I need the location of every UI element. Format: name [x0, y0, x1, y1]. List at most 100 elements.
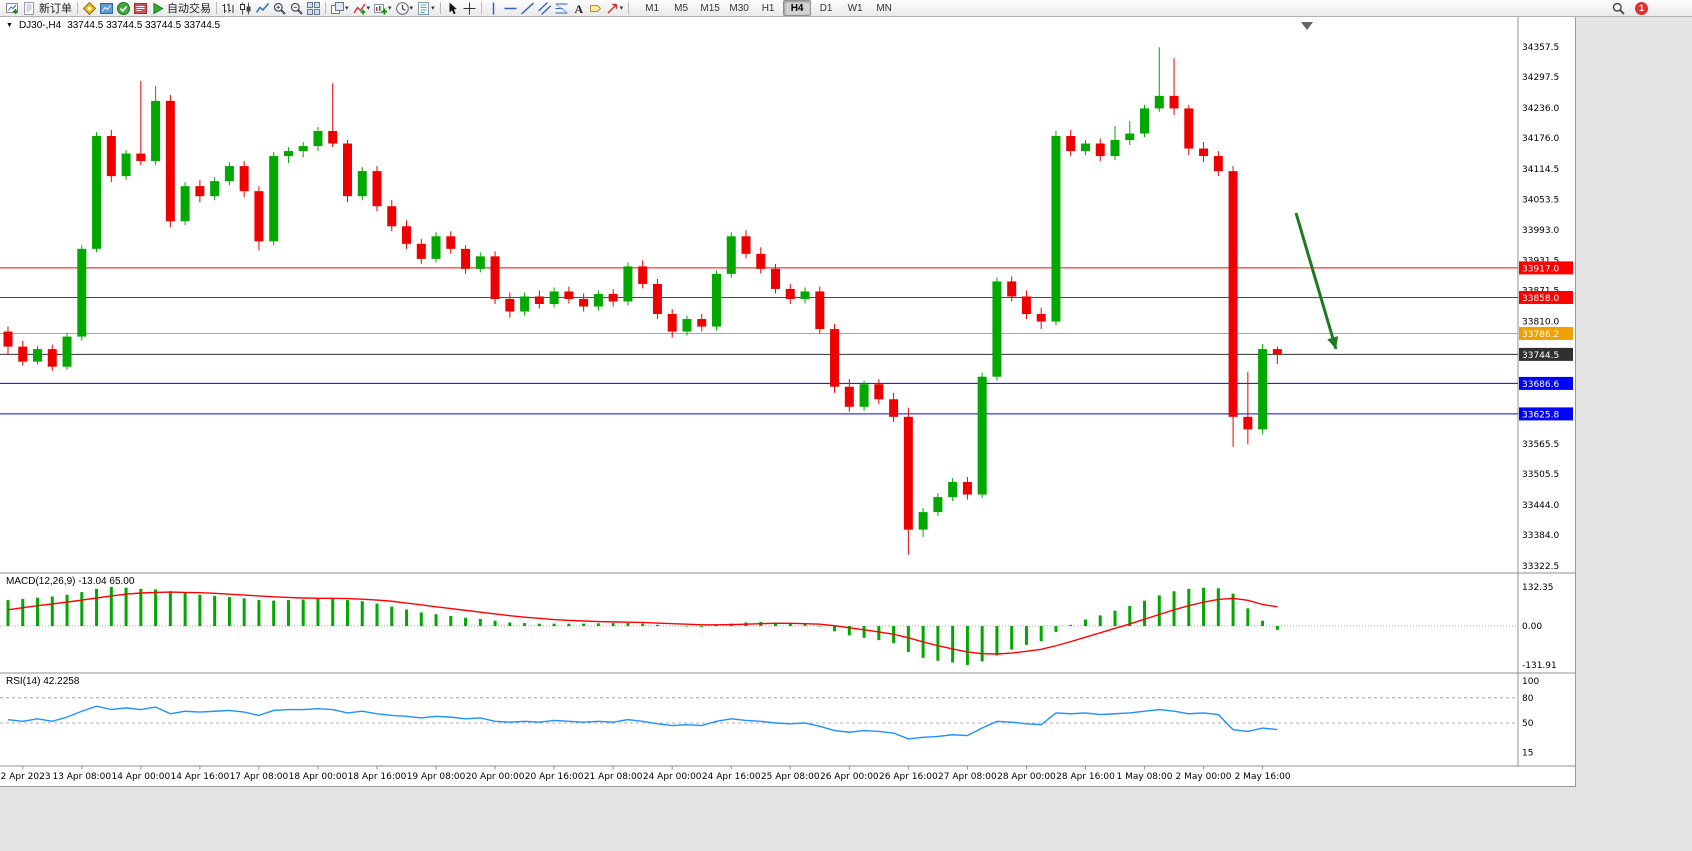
chevron-down-icon: ▾ — [366, 5, 371, 12]
new-chart2-button[interactable]: ▾ — [372, 1, 394, 16]
timeframe-h1-button[interactable]: H1 — [761, 2, 775, 14]
toolbar-right: 1 — [1610, 1, 1688, 16]
timeframe-m30-button[interactable]: M30 — [729, 2, 749, 14]
svg-text:28 Apr 16:00: 28 Apr 16:00 — [1056, 772, 1115, 782]
signals-icon — [117, 1, 130, 15]
notification-badge[interactable]: 1 — [1635, 1, 1648, 15]
zoom-out-button[interactable] — [288, 1, 305, 16]
svg-text:33384.0: 33384.0 — [1522, 531, 1559, 541]
label-button[interactable] — [587, 1, 604, 16]
template-button[interactable]: ▾ — [415, 1, 437, 16]
svg-text:33810.0: 33810.0 — [1522, 318, 1559, 328]
line-chart-icon — [256, 2, 269, 13]
hline-icon — [504, 7, 517, 9]
svg-text:132.35: 132.35 — [1522, 583, 1554, 593]
toolbar-separator — [325, 2, 326, 14]
svg-text:A: A — [574, 2, 583, 15]
cursor-button[interactable] — [444, 1, 461, 16]
chart-ohlc-values: 33744.5 33744.5 33744.5 33744.5 — [67, 20, 221, 31]
svg-text:17 Apr 08:00: 17 Apr 08:00 — [230, 772, 289, 782]
svg-text:21 Apr 08:00: 21 Apr 08:00 — [584, 772, 643, 782]
template-icon — [418, 1, 430, 15]
svg-text:33993.0: 33993.0 — [1522, 226, 1559, 236]
market-button[interactable] — [98, 1, 115, 16]
tile-windows-button[interactable] — [305, 1, 322, 16]
line-chart-button[interactable] — [254, 1, 271, 16]
label-icon — [589, 4, 601, 12]
trend-arrow-annotation[interactable] — [1294, 212, 1339, 350]
timeframe-m1-button[interactable]: M1 — [645, 2, 660, 14]
svg-text:34357.5: 34357.5 — [1522, 43, 1559, 53]
one-click-trading-toggle-icon[interactable]: ▼ — [6, 22, 13, 29]
svg-text:19 Apr 08:00: 19 Apr 08:00 — [407, 772, 466, 782]
autotrading-button[interactable]: 自动交易 — [149, 1, 213, 16]
vline-button[interactable] — [485, 1, 502, 16]
autotrading-label: 自动交易 — [167, 3, 211, 15]
timeframe-m5-button[interactable]: M5 — [674, 2, 689, 14]
svg-text:33858.0: 33858.0 — [1522, 294, 1559, 304]
svg-text:14 Apr 00:00: 14 Apr 00:00 — [111, 772, 170, 782]
pane-borders — [0, 17, 1575, 767]
new-chart2-icon — [374, 3, 388, 14]
main-toolbar: 新订单 自动交易 ▾ ▾ ▾ ▾ ▾ A ▾ M1 M5 M15 M30 H1 H4 D1 W1 MN 1 — [0, 0, 1692, 17]
text-button[interactable]: A — [570, 1, 587, 16]
candlesticks — [3, 47, 1282, 555]
cursor-icon — [449, 2, 457, 14]
horizontal-line-33625.8[interactable]: 33625.8 — [0, 407, 1573, 421]
chart-window[interactable]: 34357.5 34297.5 34236.0 34176.0 34114.5 34053… — [0, 17, 1576, 787]
indicators-button[interactable]: ▾ — [351, 1, 373, 16]
svg-text:34114.5: 34114.5 — [1522, 165, 1559, 175]
fibo-button[interactable] — [553, 1, 570, 16]
svg-text:33686.6: 33686.6 — [1522, 380, 1559, 390]
zoom-in-button[interactable] — [271, 1, 288, 16]
chevron-down-icon: ▾ — [388, 5, 392, 12]
channel-icon — [537, 1, 551, 15]
macd-signal-line — [7, 591, 1278, 655]
news-button[interactable] — [132, 1, 149, 16]
new-order-button[interactable]: 新订单 — [21, 1, 74, 16]
horizontal-line-33917.0[interactable]: 33917.0 — [0, 261, 1573, 275]
period-button[interactable]: ▾ — [394, 1, 416, 16]
svg-text:24 Apr 00:00: 24 Apr 00:00 — [643, 772, 702, 782]
svg-text:50: 50 — [1522, 719, 1534, 729]
toolbar-buttons: 新订单 自动交易 ▾ ▾ ▾ ▾ ▾ A ▾ — [4, 1, 632, 16]
new-order-label: 新订单 — [39, 3, 72, 15]
news-icon — [134, 2, 147, 14]
new-chart-button[interactable] — [4, 1, 21, 16]
arrows-button[interactable]: ▾ — [604, 1, 626, 16]
svg-text:33322.5: 33322.5 — [1522, 562, 1559, 572]
trendline-button[interactable] — [519, 1, 536, 16]
svg-text:34053.5: 34053.5 — [1522, 195, 1559, 205]
svg-text:28 Apr 00:00: 28 Apr 00:00 — [997, 772, 1056, 782]
crosshair-button[interactable] — [461, 1, 478, 16]
chart-canvas[interactable]: 34357.5 34297.5 34236.0 34176.0 34114.5 34053… — [0, 17, 1575, 786]
horizontal-line-33744.5[interactable]: 33744.5 — [0, 347, 1573, 361]
horizontal-line-33858.0[interactable]: 33858.0 — [0, 290, 1573, 304]
timeframe-toolbar: M1 M5 M15 M30 H1 H4 D1 W1 MN — [638, 0, 898, 16]
svg-text:25 Apr 08:00: 25 Apr 08:00 — [761, 772, 820, 782]
svg-text:2 May 16:00: 2 May 16:00 — [1235, 772, 1291, 782]
search-icon — [1612, 2, 1625, 15]
horizontal-line-33786.2[interactable]: 33786.2 — [0, 326, 1573, 340]
signals-button[interactable] — [115, 1, 132, 16]
timeframe-w1-button[interactable]: W1 — [847, 2, 863, 14]
fibo-icon — [554, 3, 568, 13]
arrange-button[interactable]: ▾ — [329, 1, 351, 16]
timeframe-h4-button[interactable]: H4 — [783, 0, 812, 16]
timeframe-mn-button[interactable]: MN — [876, 2, 892, 14]
compass-button[interactable] — [81, 1, 98, 16]
svg-text:100: 100 — [1522, 677, 1539, 687]
hline-button[interactable] — [502, 1, 519, 16]
search-button[interactable] — [1610, 1, 1627, 16]
horizontal-line-33686.6[interactable]: 33686.6 — [0, 376, 1573, 390]
svg-text:13 Apr 08:00: 13 Apr 08:00 — [52, 772, 111, 782]
crosshair-icon — [463, 2, 476, 14]
svg-text:15: 15 — [1522, 748, 1533, 758]
candlestick-button[interactable] — [237, 1, 254, 16]
timeframe-m15-button[interactable]: M15 — [700, 2, 720, 14]
arrows-icon — [607, 3, 617, 13]
bar-chart-button[interactable] — [220, 1, 237, 16]
channel-button[interactable] — [536, 1, 553, 16]
timeframe-d1-button[interactable]: D1 — [819, 2, 833, 14]
svg-text:26 Apr 00:00: 26 Apr 00:00 — [820, 772, 879, 782]
